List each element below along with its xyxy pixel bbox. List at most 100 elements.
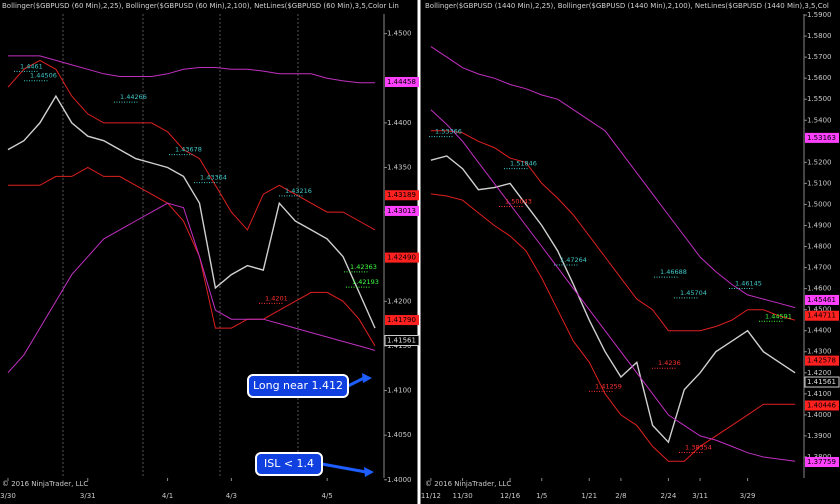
y-tick-label: 1.4500 [387, 30, 412, 38]
band-line [430, 109, 796, 462]
price-flag [385, 190, 419, 201]
x-tick-label: 1/5 [536, 492, 547, 500]
band-line [8, 55, 375, 84]
price-flag [385, 252, 419, 263]
price-flag-label: 1.53163 [807, 134, 836, 142]
x-tick-label: 11/12 [421, 492, 441, 500]
x-tick-label: 3/29 [740, 492, 756, 500]
y-tick-label: 1.4100 [807, 390, 832, 398]
level-label: 1.47264 [560, 256, 587, 264]
level-label: 1.41259 [595, 382, 622, 390]
price-flag [804, 376, 840, 388]
annotation-text: Long near 1.412 [253, 379, 343, 392]
y-tick-label: 1.5800 [807, 32, 832, 40]
y-tick-label: 1.4350 [387, 163, 412, 171]
price-flag-label: 1.41561 [387, 336, 416, 344]
y-tick-label: 1.4600 [807, 285, 832, 293]
y-tick-label: 1.4000 [387, 476, 412, 484]
copyright: © 2016 NinjaTrader, LLC [2, 480, 88, 488]
x-tick-label: 4/1 [162, 492, 173, 500]
y-tick-label: 1.4200 [387, 297, 412, 305]
price-flag [385, 76, 419, 87]
level-label: 1.44506 [30, 72, 57, 80]
price-flag-label: 1.43013 [387, 207, 416, 215]
y-tick-label: 1.5700 [807, 53, 832, 61]
y-tick-label: 1.4400 [807, 327, 832, 335]
band-line [8, 166, 376, 347]
y-tick-label: 1.4300 [807, 348, 832, 356]
y-tick-label: 1.4000 [807, 411, 832, 419]
level-label: 1.53366 [435, 128, 462, 136]
y-tick-label: 1.5000 [807, 200, 832, 208]
y-tick-label: 1.5900 [807, 11, 832, 19]
level-label: 1.4201 [265, 294, 288, 302]
panel-header: Bollinger($GBPUSD (1440 Min),2,25), Boll… [425, 2, 829, 10]
y-tick-label: 1.4200 [807, 369, 832, 377]
level-label: 1.43678 [175, 146, 202, 154]
y-tick-label: 1.4400 [387, 119, 412, 127]
level-label: 1.42193 [352, 278, 379, 286]
price-flag [805, 132, 839, 143]
price-flag-label: 1.41561 [807, 378, 836, 386]
annotation-arrow [347, 376, 365, 388]
level-label: 1.46145 [735, 280, 762, 288]
y-tick-label: 1.5400 [807, 116, 832, 124]
y-tick-label: 1.5500 [807, 95, 832, 103]
level-label: 1.43216 [285, 187, 312, 195]
price-flag [805, 310, 839, 321]
price-flag [805, 400, 839, 411]
price-flag-label: 1.37759 [807, 458, 836, 466]
price-line [430, 155, 796, 444]
annotation-arrowhead [362, 373, 372, 383]
y-tick-label: 1.3800 [807, 453, 832, 461]
level-label: 1.44266 [120, 93, 147, 101]
price-flag-label: 1.44711 [807, 312, 836, 320]
price-flag-label: 1.42578 [807, 357, 836, 365]
price-flag-label: 1.44458 [387, 78, 416, 86]
band-line [430, 130, 796, 332]
level-label: 1.38354 [685, 444, 712, 452]
y-tick-label: 1.4900 [807, 221, 832, 229]
x-tick-label: 1/21 [581, 492, 597, 500]
y-tick-label: 1.4800 [807, 243, 832, 251]
copyright: © 2016 NinjaTrader, LLC [425, 480, 511, 488]
price-line [7, 94, 376, 329]
price-flag-label: 1.40446 [807, 401, 836, 409]
panel-header: Bollinger($GBPUSD (60 Min),2,25), Bollin… [2, 2, 399, 10]
annotation-text: ISL < 1.4 [264, 457, 314, 470]
annotation-arrowhead [364, 467, 374, 477]
price-flag [385, 315, 419, 326]
x-tick-label: 4/5 [322, 492, 333, 500]
y-tick-label: 1.4700 [807, 264, 832, 272]
level-label: 1.45704 [680, 289, 707, 297]
x-tick-label: 11/30 [452, 492, 472, 500]
annotation-box [255, 452, 323, 476]
y-tick-label: 1.4100 [387, 387, 412, 395]
y-tick-label: 1.4050 [387, 431, 412, 439]
y-tick-label: 1.5200 [807, 158, 832, 166]
price-flag [385, 205, 419, 216]
x-tick-label: 12/16 [500, 492, 521, 500]
y-tick-label: 1.4500 [807, 306, 832, 314]
y-tick-label: 1.3900 [807, 432, 832, 440]
price-flag [805, 355, 839, 366]
level-label: 1.44591 [765, 312, 792, 320]
x-tick-label: 2/8 [615, 492, 626, 500]
level-label: 1.46688 [660, 268, 687, 276]
x-tick-label: 4/3 [226, 492, 237, 500]
x-tick-label: 2/24 [661, 492, 677, 500]
price-flag-label: 1.45461 [807, 296, 836, 304]
annotation-box [247, 374, 349, 398]
price-flag [805, 294, 839, 305]
x-tick-label: 3/30 [0, 492, 16, 500]
level-label: 1.51846 [510, 160, 537, 168]
y-tick-label: 1.5100 [807, 179, 832, 187]
price-flag [384, 334, 420, 346]
level-label: 1.42363 [350, 263, 377, 271]
x-tick-label: 3/11 [692, 492, 708, 500]
y-tick-label: 1.5600 [807, 74, 832, 82]
price-flag [805, 457, 839, 468]
level-label: 1.43364 [200, 174, 227, 182]
x-tick-label: 3/31 [80, 492, 96, 500]
